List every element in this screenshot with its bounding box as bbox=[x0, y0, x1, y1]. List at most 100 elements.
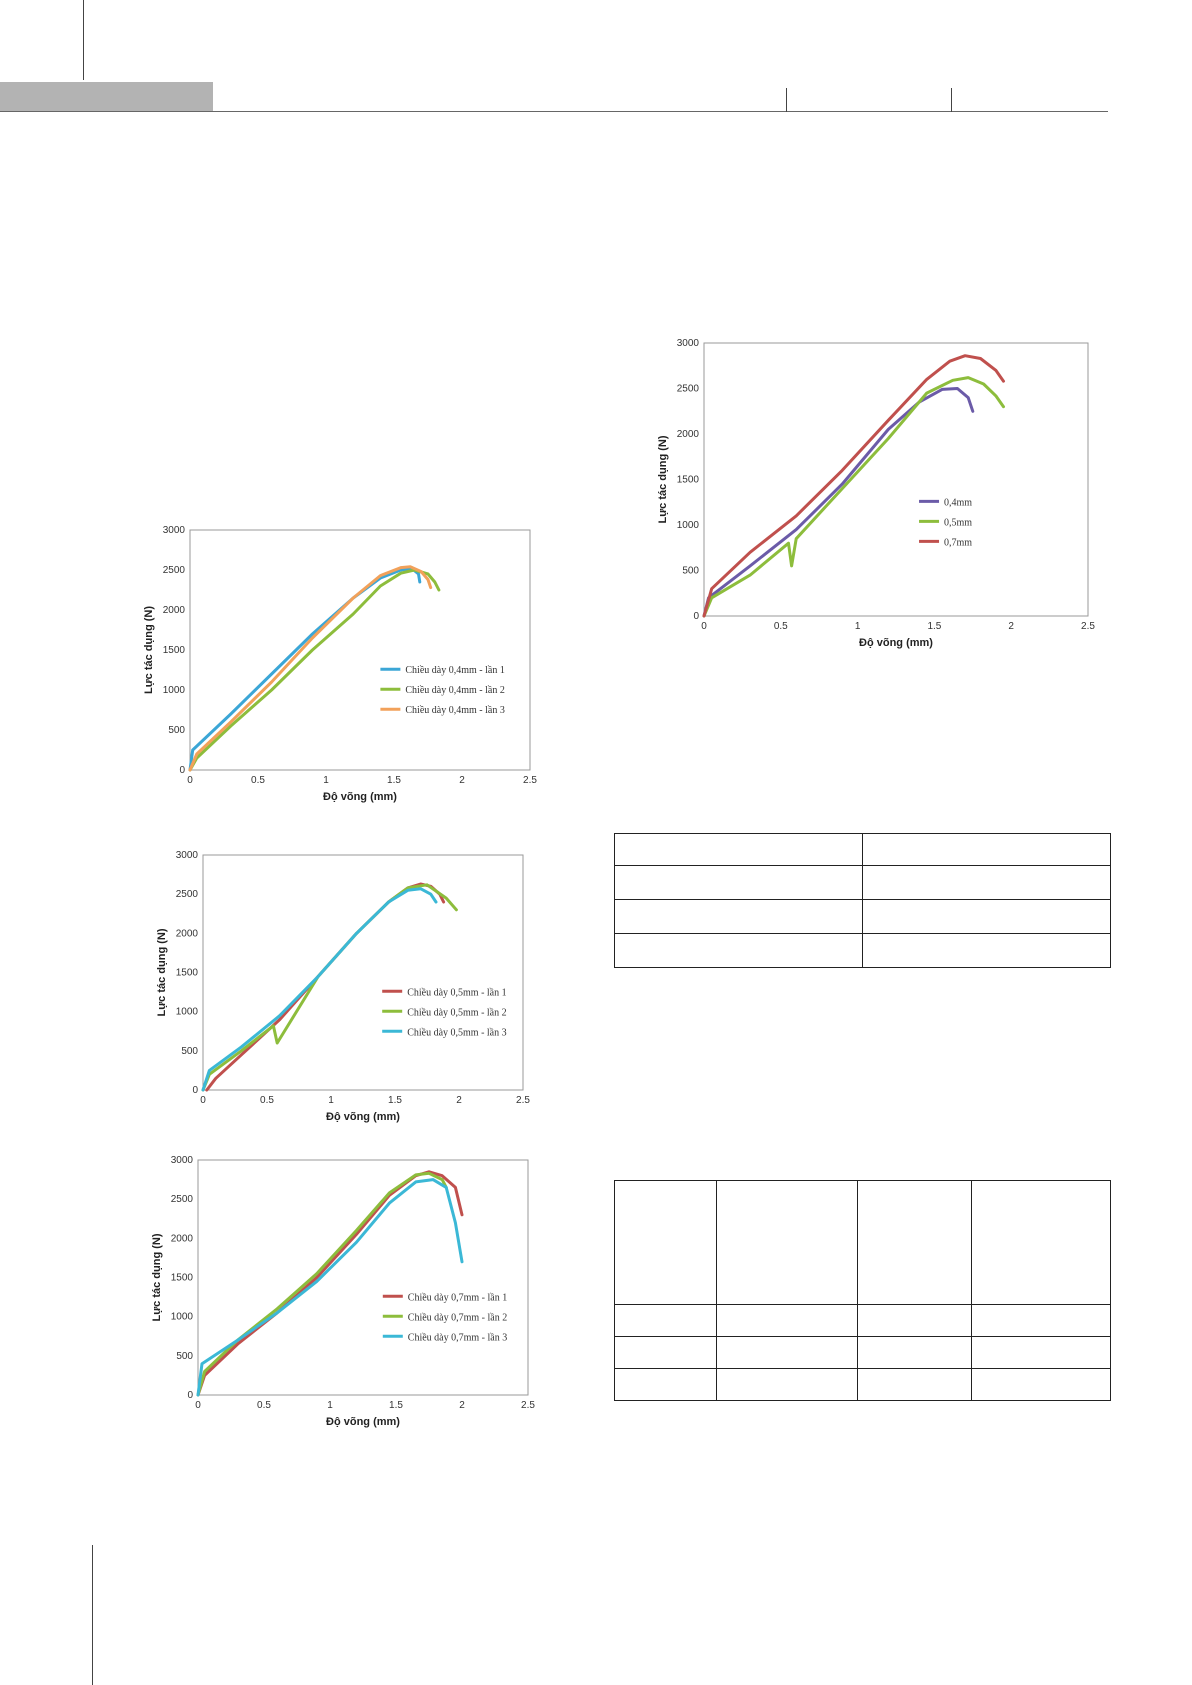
y-tick-label: 1000 bbox=[171, 1312, 194, 1323]
results-table-1 bbox=[614, 833, 1111, 968]
x-tick-label: 2 bbox=[1008, 621, 1014, 632]
y-tick-label: 2500 bbox=[176, 889, 199, 900]
y-tick-label: 500 bbox=[176, 1351, 193, 1362]
y-tick-label: 1000 bbox=[677, 520, 700, 531]
legend-label: Chiều dày 0,4mm - lần 3 bbox=[405, 705, 504, 716]
y-axis-label: Lực tác dụng (N) bbox=[156, 928, 168, 1016]
table-row bbox=[614, 1336, 1111, 1369]
legend-label: Chiều dày 0,5mm - lần 1 bbox=[407, 987, 506, 998]
table-row bbox=[614, 1368, 1111, 1401]
y-tick-label: 2000 bbox=[677, 429, 700, 440]
y-tick-label: 3000 bbox=[677, 338, 700, 349]
y-tick-label: 1500 bbox=[176, 968, 199, 979]
header-bar bbox=[0, 82, 213, 112]
x-tick-label: 1.5 bbox=[389, 1400, 403, 1411]
x-tick-label: 0.5 bbox=[774, 621, 788, 632]
x-tick-label: 2.5 bbox=[516, 1095, 530, 1106]
series-line bbox=[188, 565, 433, 772]
chart-thickness-comparison: 0 500 1000 1500 2000 2500 3000 0 0.5 1 1.5 2 2.5 Độ v… bbox=[630, 330, 1098, 661]
table-cell bbox=[861, 899, 1111, 934]
y-tick-label: 1000 bbox=[163, 685, 186, 696]
x-axis-label: Độ võng (mm) bbox=[859, 637, 933, 649]
plot-area bbox=[197, 1159, 529, 1396]
y-tick-label: 0 bbox=[179, 765, 185, 776]
table-row bbox=[614, 865, 1111, 900]
table-cell bbox=[614, 833, 863, 866]
chart-svg: 0 500 1000 1500 2000 2500 3000 0 0.5 1 1.5 2 2.5 Độ v… bbox=[143, 525, 537, 803]
x-tick-label: 1 bbox=[855, 621, 861, 632]
table-cell bbox=[971, 1180, 1111, 1305]
table-cell bbox=[715, 1304, 859, 1337]
legend-label: 0,5mm bbox=[944, 517, 972, 528]
legend-label: 0,7mm bbox=[944, 537, 972, 548]
x-tick-label: 2.5 bbox=[1081, 621, 1095, 632]
y-tick-label: 2000 bbox=[163, 605, 186, 616]
table-cell bbox=[715, 1180, 859, 1305]
table-cell bbox=[857, 1336, 973, 1369]
table-cell bbox=[614, 1304, 717, 1337]
y-axis-label: Lực tác dụng (N) bbox=[151, 1233, 163, 1321]
table-row bbox=[614, 833, 1111, 866]
y-tick-label: 0 bbox=[693, 611, 699, 622]
legend-label: Chiều dày 0,7mm - lần 3 bbox=[408, 1332, 507, 1343]
series-line bbox=[196, 1178, 464, 1397]
y-tick-label: 3000 bbox=[176, 850, 199, 861]
x-tick-label: 0.5 bbox=[257, 1400, 271, 1411]
y-tick-label: 3000 bbox=[171, 1155, 194, 1166]
table-cell bbox=[614, 933, 863, 968]
y-tick-label: 0 bbox=[192, 1085, 198, 1096]
y-tick-label: 2500 bbox=[171, 1194, 194, 1205]
page-margin-line-bottom bbox=[92, 1545, 93, 1685]
legend-label: Chiều dày 0,4mm - lần 2 bbox=[405, 685, 504, 696]
x-tick-label: 2.5 bbox=[523, 775, 537, 786]
series-line bbox=[188, 568, 441, 772]
table-cell bbox=[857, 1368, 973, 1401]
legend-label: Chiều dày 0,5mm - lần 3 bbox=[407, 1027, 506, 1038]
table-cell bbox=[861, 833, 1111, 866]
table-cell bbox=[861, 865, 1111, 900]
y-tick-label: 2000 bbox=[171, 1233, 194, 1244]
table-cell bbox=[971, 1304, 1111, 1337]
x-tick-label: 0.5 bbox=[251, 775, 265, 786]
y-tick-label: 1000 bbox=[176, 1007, 199, 1018]
table-cell bbox=[715, 1368, 859, 1401]
table-cell bbox=[614, 865, 863, 900]
y-tick-label: 500 bbox=[168, 725, 185, 736]
y-tick-label: 0 bbox=[187, 1390, 193, 1401]
legend-label: Chiều dày 0,7mm - lần 1 bbox=[408, 1292, 507, 1303]
table-cell bbox=[971, 1336, 1111, 1369]
legend-label: Chiều dày 0,5mm - lần 2 bbox=[407, 1007, 506, 1018]
y-tick-label: 2000 bbox=[176, 928, 199, 939]
chart-thickness-05mm: 0 500 1000 1500 2000 2500 3000 0 0.5 1 1.5 2 2.5 Độ v… bbox=[150, 845, 533, 1135]
chart-thickness-07mm: 0 500 1000 1500 2000 2500 3000 0 0.5 1 1.5 2 2.5 Độ v… bbox=[145, 1150, 538, 1440]
plot-area bbox=[202, 854, 524, 1091]
table-cell bbox=[715, 1336, 859, 1369]
x-tick-label: 2 bbox=[456, 1095, 462, 1106]
table-header-row bbox=[614, 1180, 1111, 1305]
y-axis-label: Lực tác dụng (N) bbox=[143, 606, 155, 694]
x-tick-label: 2.5 bbox=[521, 1400, 535, 1411]
x-tick-label: 1.5 bbox=[927, 621, 941, 632]
chart-svg: 0 500 1000 1500 2000 2500 3000 0 0.5 1 1.5 2 2.5 Độ v… bbox=[657, 338, 1095, 649]
series-line bbox=[196, 1171, 448, 1397]
table-cell bbox=[614, 1368, 717, 1401]
series-line bbox=[702, 376, 1005, 618]
legend-label: Chiều dày 0,7mm - lần 2 bbox=[408, 1312, 507, 1323]
y-tick-label: 1500 bbox=[163, 645, 186, 656]
x-tick-label: 1.5 bbox=[387, 775, 401, 786]
chart-svg: 0 500 1000 1500 2000 2500 3000 0 0.5 1 1.5 2 2.5 Độ v… bbox=[156, 850, 530, 1123]
table-cell bbox=[971, 1368, 1111, 1401]
table-cell bbox=[614, 1336, 717, 1369]
series-line bbox=[702, 387, 975, 618]
y-tick-label: 3000 bbox=[163, 525, 186, 536]
table-row bbox=[614, 933, 1111, 968]
x-tick-label: 1 bbox=[327, 1400, 333, 1411]
x-tick-label: 0 bbox=[195, 1400, 201, 1411]
x-tick-label: 0 bbox=[187, 775, 193, 786]
table-cell bbox=[614, 899, 863, 934]
x-axis-label: Độ võng (mm) bbox=[323, 791, 397, 803]
x-tick-label: 2 bbox=[459, 775, 465, 786]
legend-label: 0,4mm bbox=[944, 497, 972, 508]
y-tick-label: 2500 bbox=[163, 565, 186, 576]
table-cell bbox=[614, 1180, 717, 1305]
